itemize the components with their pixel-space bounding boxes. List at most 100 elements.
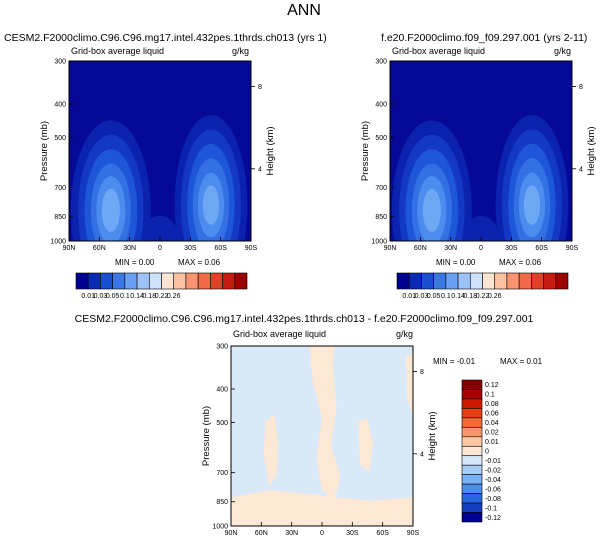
- panel3-colorbar-swatch: [461, 455, 483, 466]
- panel2-xtick-label: 0: [479, 245, 483, 252]
- panel3-ytick-label: 400: [216, 387, 228, 394]
- panel1-subtitle-right: g/kg: [232, 46, 250, 56]
- panel3-ytick-label: 700: [216, 470, 228, 477]
- panel2-colorbar-label: 0.03: [415, 293, 429, 300]
- panel2-subtitle-left: Grid-box average liquid: [392, 46, 486, 56]
- panel2-ytick-label: 850: [375, 214, 387, 221]
- panel2-ytick-right-label: 8: [579, 84, 583, 91]
- panel3-colorbar-label: -0.02: [485, 467, 501, 474]
- panel2-ytick-right-label: 4: [579, 166, 583, 173]
- panel2-ytick-label: 300: [375, 59, 387, 66]
- panel2-min-label: MIN = 0.00: [436, 258, 476, 267]
- panel2-ylabel: Pressure (mb): [360, 121, 371, 181]
- panel1-max-label: MAX = 0.06: [178, 258, 221, 267]
- panel3-min-label: MIN = -0.01: [433, 357, 476, 366]
- panel3-subtitle-right: g/kg: [396, 329, 414, 339]
- panel3-xtick-label: 0: [320, 530, 324, 537]
- panel3-colorbar-label: 0.08: [485, 401, 499, 408]
- panel1-contour-sh: [202, 185, 220, 225]
- panel2-colorbar-swatch: [457, 272, 471, 290]
- panel2-colorbar-swatch: [433, 272, 447, 290]
- panel3-colorbar-swatch: [461, 483, 483, 494]
- panel1-colorbar-label: 0.01: [81, 293, 95, 300]
- panel2-xtick-label: 90S: [566, 245, 579, 252]
- panel1-colorbar-swatch: [210, 272, 223, 290]
- panel1-colorbar-swatch: [87, 272, 101, 290]
- panel1-colorbar-swatch: [136, 272, 150, 290]
- panel2-field: [390, 61, 572, 241]
- panel1-min-label: MIN = 0.00: [115, 258, 155, 267]
- panel3-ytick-label: 500: [216, 420, 228, 427]
- panel1-xtick-label: 90N: [63, 245, 76, 252]
- panel1-ytick-label: 850: [54, 214, 66, 221]
- panel1-ylabel: Pressure (mb): [39, 121, 50, 181]
- panel3-colorbar-swatch: [461, 502, 483, 513]
- panel2-xtick-label: 60N: [414, 245, 427, 252]
- panel2-colorbar-swatch: [555, 272, 569, 290]
- panel3-ylabel-right: Height (km): [427, 411, 438, 460]
- panel2-contour-nh: [422, 188, 441, 232]
- panel1-colorbar-swatch: [100, 272, 113, 290]
- panel1-colorbar-label: 0.03: [94, 293, 108, 300]
- panel1-ytick-label: 500: [54, 135, 66, 142]
- panel1-colorbar-swatch: [124, 272, 138, 290]
- panel2-contour-tropics: [462, 215, 500, 241]
- panel3-colorbar-swatch: [461, 389, 483, 400]
- panel3-colorbar-swatch: [461, 398, 483, 409]
- panel3-xtick-label: 60S: [376, 530, 389, 537]
- panel1-xtick-label: 30N: [123, 245, 136, 252]
- panel3-xtick-label: 90N: [225, 530, 238, 537]
- panel3-contour-positive: [231, 490, 413, 526]
- panel1-colorbar-swatch: [75, 272, 89, 290]
- panel2-colorbar-label: 0.05: [427, 293, 441, 300]
- panel3-ylabel: Pressure (mb): [201, 406, 212, 466]
- panel3-colorbar-swatch: [461, 464, 483, 475]
- panel1-ylabel-right: Height (km): [265, 126, 276, 175]
- panel2-xtick-label: 60S: [535, 245, 548, 252]
- panel2-subtitle-right: g/kg: [554, 46, 572, 56]
- panel3-title: CESM2.F2000climo.C96.C96.mg17.intel.432p…: [74, 313, 534, 325]
- panel1-xtick-label: 60N: [93, 245, 106, 252]
- panel3-contour-positive: [405, 353, 413, 418]
- panel2-xtick-label: 30N: [444, 245, 457, 252]
- panel3-colorbar-label: 0.1: [485, 392, 495, 399]
- panel2-ylabel-right: Height (km): [586, 126, 597, 175]
- panel2-title: f.e20.F2000climo.f09_f09.297.001 (yrs 2-…: [381, 32, 588, 44]
- panel3-xtick-label: 30S: [346, 530, 359, 537]
- panel1-xtick-label: 0: [158, 245, 162, 252]
- panel2-xtick-label: 90N: [384, 245, 397, 252]
- panel2-colorbar-swatch: [396, 272, 410, 290]
- panel1-colorbar-swatch: [234, 272, 248, 290]
- panel1-ytick-right-label: 4: [258, 166, 262, 173]
- panel1-colorbar-swatch: [148, 272, 162, 290]
- panel2-colorbar-swatch: [531, 272, 544, 290]
- panel2-max-label: MAX = 0.06: [499, 258, 542, 267]
- panel1-contour-tropics: [141, 215, 179, 241]
- panel3-ytick-label: 850: [216, 499, 228, 506]
- panel1-subtitle-left: Grid-box average liquid: [71, 46, 165, 56]
- panel3-colorbar-swatch: [461, 427, 483, 438]
- panel3-colorbar-swatch: [461, 408, 483, 419]
- panel2-ytick-label: 1000: [371, 239, 387, 246]
- panel3-xtick-label: 90S: [407, 530, 420, 537]
- panel2-colorbar-label: 0.26: [488, 293, 502, 300]
- panel2-colorbar-label: 0.1: [441, 293, 451, 300]
- panel3-colorbar-label: 0.04: [485, 420, 499, 427]
- panel1-ytick-label: 1000: [50, 239, 66, 246]
- panel1-colorbar-swatch: [197, 272, 211, 290]
- panel3-colorbar-swatch: [461, 379, 483, 390]
- panel3-colorbar-swatch: [461, 417, 483, 428]
- panel3-colorbar-label: 0.06: [485, 411, 499, 418]
- panel2-colorbar-swatch: [543, 272, 557, 290]
- panel2-xtick-label: 30S: [505, 245, 518, 252]
- panel2-colorbar-label: 0.18: [463, 293, 477, 300]
- panel3-colorbar-label: -0.1: [485, 505, 497, 512]
- panel1-xtick-label: 90S: [245, 245, 258, 252]
- panel3-colorbar-label: 0: [485, 449, 489, 456]
- panel3-colorbar-label: -0.12: [485, 515, 501, 522]
- panel3-colorbar-label: 0.01: [485, 439, 499, 446]
- panel1-colorbar-label: 0.1: [120, 293, 130, 300]
- panel3-contour-positive: [263, 414, 279, 487]
- panel3-subtitle-left: Grid-box average liquid: [233, 329, 327, 339]
